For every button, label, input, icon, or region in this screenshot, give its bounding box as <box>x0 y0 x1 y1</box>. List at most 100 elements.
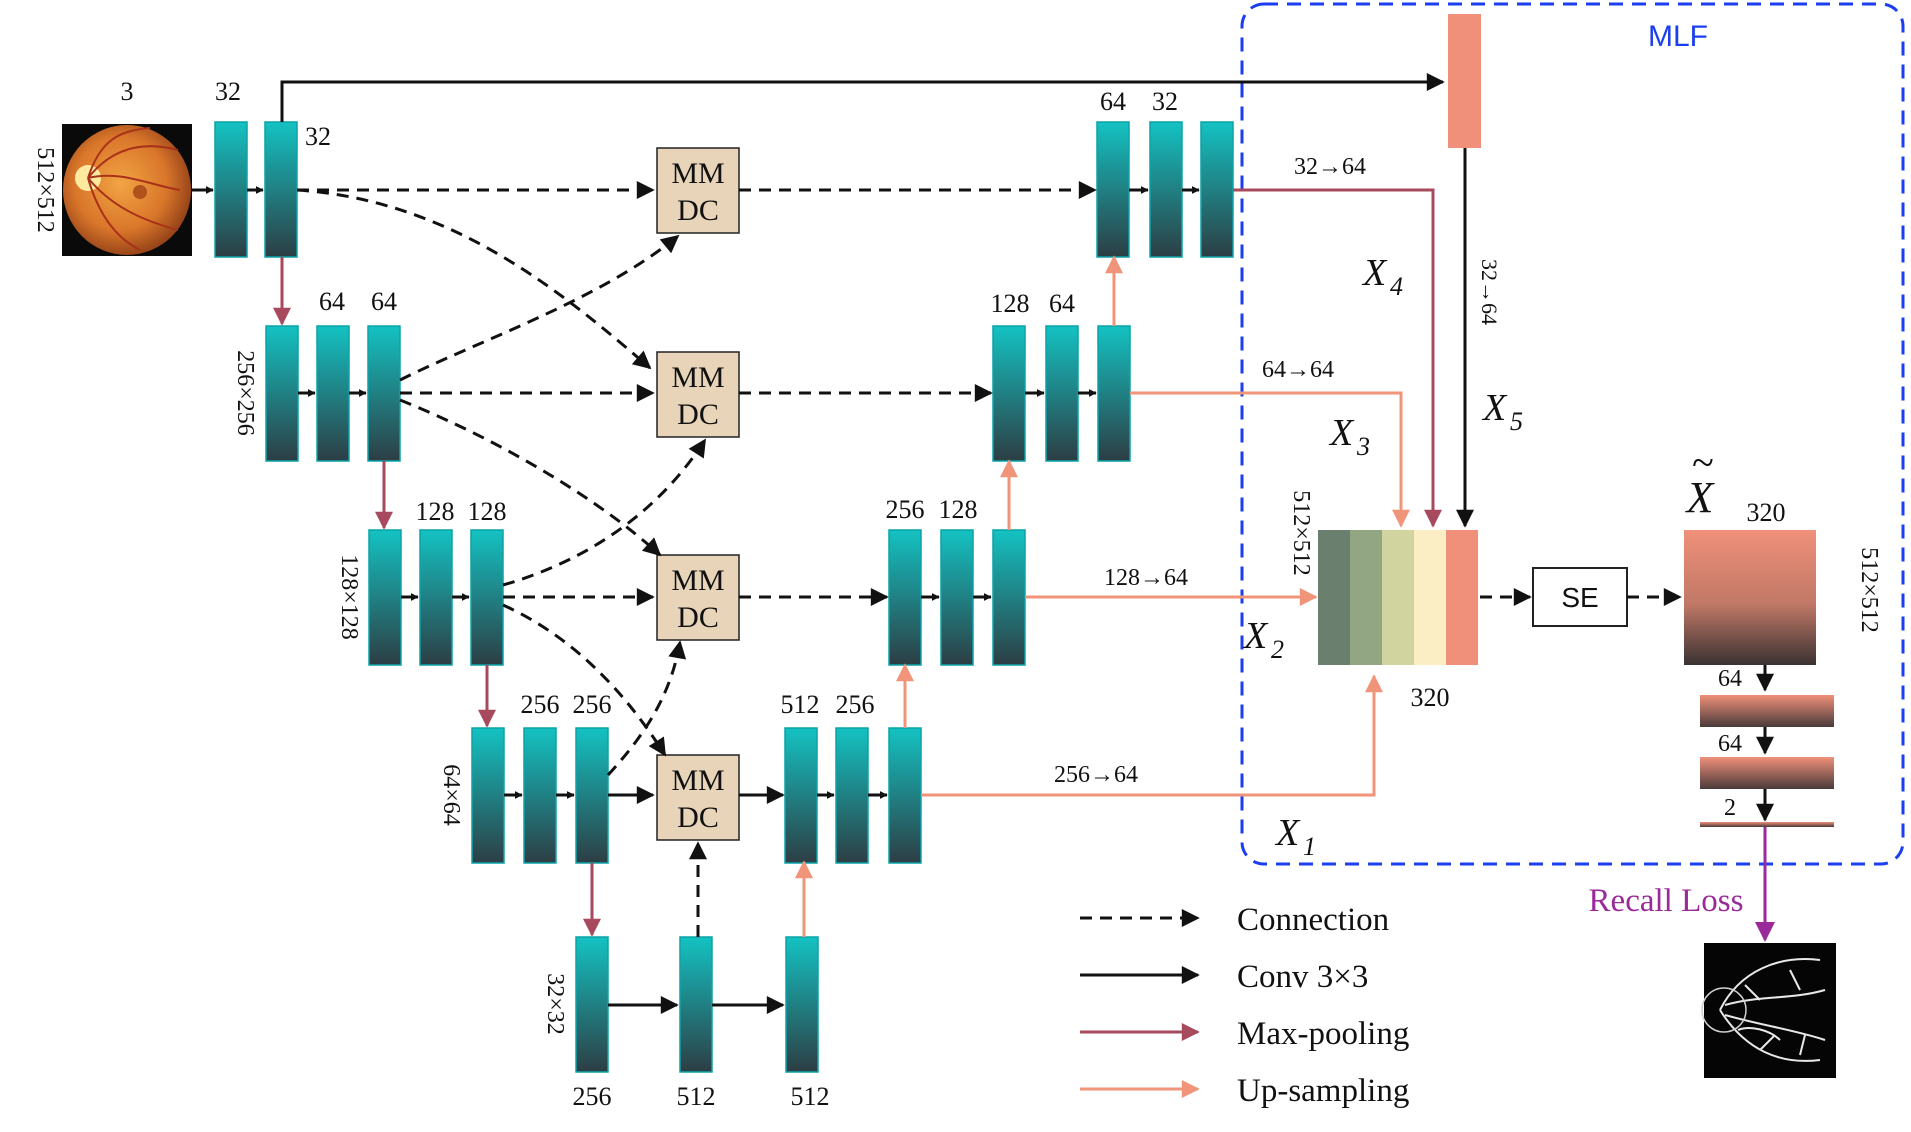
mmdc-1-label-2: DC <box>677 194 719 227</box>
enc2-block-1 <box>265 325 299 462</box>
mmdc-4-label-1: MM <box>671 764 724 797</box>
legend-connection-label: Connection <box>1237 902 1389 938</box>
mlf-region <box>1240 2 1905 866</box>
dec2-channels-2: 64 <box>1049 289 1075 318</box>
enc4-block-1 <box>471 727 505 864</box>
enc4-size-label: 64×64 <box>438 764 464 826</box>
x1-label: X <box>1274 812 1301 854</box>
enc2-channels-2: 64 <box>371 287 397 316</box>
recall-loss-label: Recall Loss <box>1589 883 1744 919</box>
dec1-block-1 <box>1096 121 1130 258</box>
input-channels-label: 3 <box>121 77 134 106</box>
x1-projection-arrow <box>921 674 1383 797</box>
concat-stripe-1 <box>1318 530 1350 665</box>
mmdc-2 <box>656 351 740 438</box>
bottom-block-1 <box>575 936 609 1073</box>
dec1-block-3 <box>1200 121 1234 258</box>
mmdc-2-label-2: DC <box>677 398 719 431</box>
x3-projection-arrow <box>1130 391 1410 528</box>
legend: Connection Conv 3×3 Max-pooling Up-sampl… <box>1080 902 1409 1109</box>
head-block-2 <box>1700 757 1834 789</box>
legend-upsample-label: Up-sampling <box>1237 1073 1409 1109</box>
enc1-block-1 <box>214 121 248 258</box>
mmdc-4-label-2: DC <box>677 801 719 834</box>
dec3-block-1 <box>888 529 922 666</box>
enc3-block-2 <box>419 529 453 666</box>
mmdc-3 <box>656 554 740 641</box>
bottom-channels-3: 512 <box>791 1082 830 1111</box>
x3-label: X <box>1328 412 1355 454</box>
input-fundus-image <box>62 124 192 256</box>
xtilde-label: X <box>1685 473 1716 522</box>
x3-label-subscript: 3 <box>1356 432 1370 461</box>
connection-enc1-mmdc2 <box>296 188 652 370</box>
enc4-channels-2: 256 <box>573 690 612 719</box>
enc3-channels-2: 128 <box>468 497 507 526</box>
enc1-channels-1: 32 <box>215 77 241 106</box>
enc4-block-2 <box>523 727 557 864</box>
head-channels-1: 64 <box>1718 666 1742 692</box>
dec3-channels-2: 128 <box>939 495 978 524</box>
proj-x2-label: 128→64 <box>1104 565 1188 591</box>
bottom-channels-1: 256 <box>573 1082 612 1111</box>
enc2-block-2 <box>316 325 350 462</box>
enc4-channels-1: 256 <box>521 690 560 719</box>
mmdc-4 <box>656 754 740 841</box>
concat-size-label: 512×512 <box>1288 490 1314 576</box>
mmdc-3-label-1: MM <box>671 564 724 597</box>
dec4-block-2 <box>835 727 869 864</box>
output-size-label: 512×512 <box>1856 547 1882 633</box>
output-channels-label: 320 <box>1747 498 1786 527</box>
x4-projection-arrow <box>1233 188 1442 528</box>
dec3-block-3 <box>992 529 1026 666</box>
enc1-channels-2: 32 <box>305 122 331 151</box>
proj-x1-label: 256→64 <box>1054 762 1138 788</box>
concat-channels-label: 320 <box>1411 683 1450 712</box>
concat-stripe-5 <box>1446 530 1478 665</box>
legend-conv-label: Conv 3×3 <box>1237 959 1368 995</box>
dec4-channels-2: 256 <box>836 690 875 719</box>
head-channels-2: 64 <box>1718 731 1742 757</box>
x2-label-subscript: 2 <box>1271 635 1284 664</box>
output-feature-block <box>1684 530 1816 665</box>
x2-label: X <box>1242 615 1269 657</box>
x1-label-subscript: 1 <box>1303 832 1316 861</box>
dec1-channels-1: 64 <box>1100 87 1126 116</box>
enc4-block-3 <box>575 727 609 864</box>
head-block-3 <box>1700 822 1834 827</box>
mlf-title: MLF <box>1648 20 1708 53</box>
concat-stripe-2 <box>1350 530 1382 665</box>
dec3-block-2 <box>940 529 974 666</box>
mmdc-1 <box>656 147 740 234</box>
concat-stripe-4 <box>1414 530 1446 665</box>
enc3-block-3 <box>470 529 504 666</box>
dec3-channels-1: 256 <box>886 495 925 524</box>
connection-enc3-mmdc2 <box>502 438 707 587</box>
dec2-block-2 <box>1045 325 1079 462</box>
connection-enc3-mmdc4 <box>502 603 667 757</box>
x5-label-subscript: 5 <box>1510 407 1523 436</box>
proj-x5-label: 32→64 <box>1477 259 1502 325</box>
mmdc-1-label-1: MM <box>671 157 724 190</box>
bottom-channels-2: 512 <box>677 1082 716 1111</box>
input-size-label: 512×512 <box>32 147 58 233</box>
se-block <box>1532 567 1628 627</box>
dec2-block-1 <box>992 325 1026 462</box>
legend-maxpool-label: Max-pooling <box>1237 1016 1409 1052</box>
head-channels-3: 2 <box>1724 795 1736 821</box>
bottom-block-2 <box>679 936 713 1073</box>
concat-stripe-3 <box>1382 530 1414 665</box>
connection-enc2-mmdc3 <box>399 398 662 557</box>
connection-enc2-mmdc1 <box>399 234 680 382</box>
se-label: SE <box>1561 582 1598 613</box>
bottom-block-3 <box>785 936 819 1073</box>
dec4-block-3 <box>888 727 922 864</box>
mmdc-2-label-1: MM <box>671 361 724 394</box>
proj-x3-label: 64→64 <box>1262 357 1334 383</box>
output-segmentation-image <box>1701 943 1836 1078</box>
skip-enc1-to-mlf-bar <box>280 73 1445 122</box>
head-block-1 <box>1700 695 1834 727</box>
enc1-block-2 <box>264 121 298 258</box>
x4-label: X <box>1361 252 1388 294</box>
